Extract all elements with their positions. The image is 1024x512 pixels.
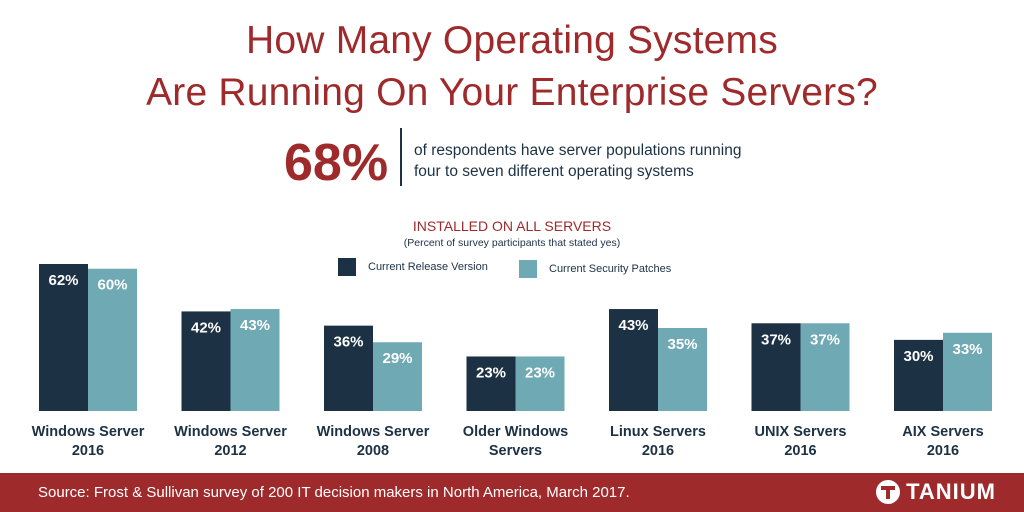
data-label-current-security-patches-6: 33% (952, 341, 982, 358)
bar-current-release-version-5 (751, 323, 801, 411)
bar-current-release-version-2 (324, 325, 373, 411)
category-label-5-line1: UNIX Servers (755, 424, 847, 440)
tanium-logo-text: TANIUM (906, 479, 996, 504)
category-label-3-line1: Older Windows (463, 424, 568, 440)
stat-divider (400, 128, 402, 186)
chart-note: (Percent of survey participants that sta… (403, 237, 621, 249)
bar-current-security-patches-4 (658, 328, 707, 411)
data-label-current-release-version-3: 23% (476, 364, 506, 381)
data-label-current-release-version-1: 42% (191, 319, 221, 336)
bar-chart: 62% 60% Windows Server 2016 42% 43% Windows Se… (32, 264, 992, 459)
data-label-current-security-patches-1: 43% (240, 317, 270, 334)
stat-text-line1: of respondents have server populations r… (414, 142, 742, 159)
stat-description: of respondents have server populations r… (414, 140, 774, 182)
category-label-0-line1: Windows Server (32, 424, 145, 440)
category-label-1-line1: Windows Server (174, 424, 287, 440)
data-label-current-security-patches-3: 23% (525, 364, 555, 381)
bar-current-release-version-4 (609, 309, 658, 411)
chart-title-line2: Are Running On Your Enterprise Servers? (146, 71, 878, 114)
bar-current-release-version-1 (181, 311, 231, 411)
bar-current-security-patches-6 (943, 332, 992, 411)
bar-current-security-patches-2 (373, 342, 422, 411)
legend-swatch-current-release (338, 258, 356, 276)
category-label-4-line2: 2016 (642, 443, 674, 459)
legend-swatch-security-patches (519, 260, 537, 278)
legend-label-current-release: Current Release Version (368, 261, 488, 273)
bar-current-security-patches-5 (800, 323, 850, 411)
bar-current-release-version-6 (894, 339, 943, 411)
data-label-current-security-patches-2: 29% (382, 350, 412, 367)
data-label-current-release-version-0: 62% (48, 272, 78, 289)
data-label-current-security-patches-4: 35% (667, 336, 697, 353)
bar-current-release-version-3 (466, 356, 516, 411)
legend-item-security-patches: Current Security Patches (519, 260, 671, 278)
bar-current-security-patches-3 (515, 356, 565, 411)
legend-label-security-patches: Current Security Patches (549, 263, 672, 275)
category-label-2-line2: 2008 (357, 443, 389, 459)
bar-current-security-patches-1 (230, 309, 280, 411)
data-label-current-release-version-5: 37% (761, 331, 791, 348)
chart-subtitle: INSTALLED ON ALL SERVERS (412, 218, 612, 234)
data-label-current-security-patches-0: 60% (97, 277, 127, 294)
footer-bar: Source: Frost & Sullivan survey of 200 I… (0, 473, 1024, 512)
stat-text-line2: four to seven different operating system… (414, 163, 694, 180)
category-label-6-line1: AIX Servers (902, 424, 983, 440)
category-label-4-line1: Linux Servers (610, 424, 706, 440)
legend-item-current-release: Current Release Version (338, 258, 488, 276)
data-label-current-security-patches-5: 37% (810, 331, 840, 348)
category-label-6-line2: 2016 (927, 443, 959, 459)
chart-title-line1: How Many Operating Systems (246, 19, 778, 62)
data-label-current-release-version-2: 36% (333, 334, 363, 351)
tanium-logo-icon (876, 480, 901, 504)
stat-value: 68% (284, 134, 389, 192)
category-label-1-line2: 2012 (214, 443, 246, 459)
bar-current-security-patches-0 (88, 268, 137, 411)
category-label-2-line1: Windows Server (317, 424, 430, 440)
category-label-3-line2: Servers (489, 443, 542, 459)
tanium-logo: TANIUM (876, 479, 996, 505)
data-label-current-release-version-6: 30% (903, 348, 933, 365)
category-label-0-line2: 2016 (72, 443, 104, 459)
bar-current-release-version-0 (39, 264, 88, 411)
source-note: Source: Frost & Sullivan survey of 200 I… (38, 484, 630, 501)
data-label-current-release-version-4: 43% (618, 317, 648, 334)
category-label-5-line2: 2016 (784, 443, 816, 459)
